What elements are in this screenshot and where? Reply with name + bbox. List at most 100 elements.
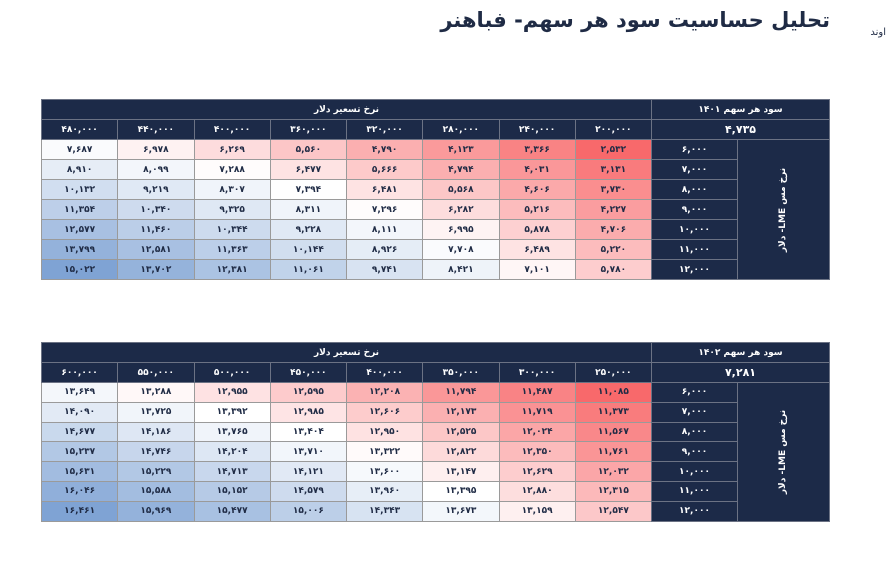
eps-cell: ۱۳,۴۰۴ <box>269 421 348 443</box>
eps-cell: ۴,۲۲۷ <box>574 199 653 220</box>
row-header: ۹,۰۰۰ <box>651 199 738 220</box>
eps-cell: ۸,۱۱۱ <box>345 219 424 240</box>
table-row: نرخ مس LME- دلار ۶,۰۰۰ ۲,۵۳۲ ۳,۳۶۶ ۴,۱۲۳ ۴,۷۹… <box>40 139 830 280</box>
column-group-label: نرخ تسعیر دلار <box>41 342 652 363</box>
column-group-label: نرخ تسعیر دلار <box>41 99 652 120</box>
eps-cell: ۱۳,۹۶۰ <box>345 480 424 502</box>
column-header: ۴۰۰,۰۰۰ <box>345 362 424 383</box>
eps-cell: ۱۱,۷۹۴ <box>422 382 500 403</box>
eps-cell: ۱۲,۳۵۰ <box>498 441 576 463</box>
eps-cell: ۵,۶۶۶ <box>345 159 424 180</box>
row-header: ۱۰,۰۰۰ <box>651 461 738 482</box>
eps-cell: ۴,۰۳۱ <box>498 159 576 180</box>
eps-cell: ۱۳,۳۲۲ <box>345 441 424 463</box>
eps-cell: ۱۲,۵۹۵ <box>269 382 348 403</box>
eps-cell: ۱۶,۴۶۱ <box>40 500 119 522</box>
column-header: ۵۰۰,۰۰۰ <box>193 362 271 383</box>
eps-cell: ۱۲,۸۲۲ <box>422 441 500 463</box>
eps-cell: ۱۲,۰۲۴ <box>498 421 576 443</box>
eps-cell: ۱۳,۷۹۹ <box>40 239 119 260</box>
column-header: ۲۵۰,۰۰۰ <box>574 362 653 383</box>
eps-cell: ۴,۷۹۰ <box>345 139 424 160</box>
eps-cell: ۱۵,۰۰۶ <box>269 500 348 522</box>
column-header: ۵۵۰,۰۰۰ <box>117 362 195 383</box>
column-header: ۴۰۰,۰۰۰ <box>193 119 271 140</box>
column-header: ۳۰۰,۰۰۰ <box>498 362 576 383</box>
eps-cell: ۱۳,۳۹۲ <box>193 401 271 423</box>
eps-cell: ۱۲,۰۳۲ <box>574 461 653 482</box>
table-row: نرخ مس LME- دلار ۶,۰۰۰ ۱۱,۰۸۵ ۱۱,۴۸۷ ۱۱,۷۹۴ ۱… <box>40 382 830 522</box>
eps-cell: ۱۱,۴۶۰ <box>117 219 195 240</box>
eps-cell: ۳,۷۳۰ <box>574 179 653 200</box>
eps-cell: ۲,۵۳۲ <box>574 139 653 160</box>
eps-cell: ۶,۹۷۸ <box>117 139 195 160</box>
eps-cell: ۷,۲۸۸ <box>193 159 271 180</box>
eps-cell: ۶,۴۸۹ <box>498 239 576 260</box>
table-row: ۸,۰۰۰ ۳,۷۳۰ ۴,۶۰۶ ۵,۵۶۸ ۶,۴۸۱ ۷,۳۹۴ ۸,۳۰۷ ۹,۲۱۹… <box>40 179 830 200</box>
eps-cell: ۱۱,۰۸۵ <box>574 382 653 403</box>
eps-cell: ۱۴,۷۱۳ <box>193 461 271 482</box>
eps-cell: ۱۱,۷۶۱ <box>574 441 653 463</box>
column-header: ۴۴۰,۰۰۰ <box>117 119 195 140</box>
row-header: ۶,۰۰۰ <box>651 139 738 160</box>
eps-cell: ۱۲,۳۱۵ <box>574 480 653 502</box>
column-header: ۲۰۰,۰۰۰ <box>574 119 653 140</box>
eps-cell: ۶,۲۸۲ <box>422 199 500 220</box>
eps-cell: ۷,۶۸۷ <box>40 139 119 160</box>
eps-cell: ۱۲,۳۸۱ <box>193 259 271 280</box>
eps-cell: ۱۳,۱۵۹ <box>498 500 576 522</box>
eps-cell: ۷,۲۹۶ <box>345 199 424 220</box>
eps-cell: ۱۳,۱۴۷ <box>422 461 500 482</box>
eps-cell: ۱۱,۳۶۳ <box>193 239 271 260</box>
row-header: ۱۰,۰۰۰ <box>651 219 738 240</box>
eps-cell: ۸,۹۲۶ <box>345 239 424 260</box>
eps-cell: ۱۴,۲۰۴ <box>193 441 271 463</box>
table-row: ۱۰,۰۰۰ ۴,۷۰۶ ۵,۸۷۸ ۶,۹۹۵ ۸,۱۱۱ ۹,۲۲۸ ۱۰,۳۴۴ ۱۱,… <box>40 219 830 240</box>
eps-cell: ۱۵,۶۳۱ <box>40 461 119 482</box>
eps-cell: ۷,۳۹۴ <box>269 179 348 200</box>
column-header: ۴۸۰,۰۰۰ <box>40 119 119 140</box>
column-header: ۳۵۰,۰۰۰ <box>422 362 500 383</box>
eps-cell: ۳,۳۶۶ <box>498 139 576 160</box>
eps-cell: ۱۵,۲۳۷ <box>40 441 119 463</box>
eps-cell: ۱۵,۴۷۷ <box>193 500 271 522</box>
eps-cell: ۱۳,۷۶۵ <box>193 421 271 443</box>
eps-cell: ۴,۱۲۳ <box>422 139 500 160</box>
column-header: ۴۵۰,۰۰۰ <box>269 362 348 383</box>
eps-cell: ۵,۸۷۸ <box>498 219 576 240</box>
table-row: ۱۲,۰۰۰ ۵,۷۸۰ ۷,۱۰۱ ۸,۴۲۱ ۹,۷۴۱ ۱۱,۰۶۱ ۱۲,۳۸۱ ۱۳… <box>40 259 830 280</box>
row-header: ۱۲,۰۰۰ <box>651 259 738 280</box>
eps-cell: ۸,۹۱۰ <box>40 159 119 180</box>
eps-cell: ۵,۲۱۶ <box>498 199 576 220</box>
row-group-label: نرخ مس LME- دلار <box>737 139 830 280</box>
table-row: ۸,۰۰۰ ۱۱,۵۶۷ ۱۲,۰۲۴ ۱۲,۵۲۵ ۱۲,۹۵۰ ۱۳,۴۰۴ ۱۳,۷۶… <box>40 421 830 443</box>
row-header: ۹,۰۰۰ <box>651 441 738 463</box>
eps-cell: ۹,۳۲۵ <box>193 199 271 220</box>
column-header: ۶۰۰,۰۰۰ <box>40 362 119 383</box>
eps-cell: ۱۲,۶۰۶ <box>345 401 424 423</box>
eps-cell: ۱۶,۰۴۶ <box>40 480 119 502</box>
column-header: ۲۴۰,۰۰۰ <box>498 119 576 140</box>
eps-cell: ۱۰,۳۴۴ <box>193 219 271 240</box>
eps-cell: ۱۴,۷۴۶ <box>117 441 195 463</box>
eps-cell: ۱۵,۰۲۲ <box>40 259 119 280</box>
eps-cell: ۱۲,۱۷۳ <box>422 401 500 423</box>
eps-cell: ۱۲,۹۵۵ <box>193 382 271 403</box>
eps-cell: ۱۱,۵۶۷ <box>574 421 653 443</box>
eps-cell: ۱۳,۶۴۹ <box>40 382 119 403</box>
row-header: ۷,۰۰۰ <box>651 159 738 180</box>
table-row: ۱۲,۰۰۰ ۱۲,۵۴۷ ۱۳,۱۵۹ ۱۳,۶۷۳ ۱۴,۳۴۳ ۱۵,۰۰۶ ۱۵,۴… <box>40 500 830 522</box>
eps-cell: ۱۱,۳۵۴ <box>40 199 119 220</box>
eps-cell: ۱۳,۷۲۵ <box>117 401 195 423</box>
eps-cell: ۱۴,۱۲۱ <box>269 461 348 482</box>
row-header: ۷,۰۰۰ <box>651 401 738 423</box>
eps-cell: ۳,۱۳۱ <box>574 159 653 180</box>
eps-cell: ۱۲,۵۲۵ <box>422 421 500 443</box>
table-row: ۹,۰۰۰ ۱۱,۷۶۱ ۱۲,۳۵۰ ۱۲,۸۲۲ ۱۳,۳۲۲ ۱۳,۷۱۰ ۱۴,۲۰… <box>40 441 830 463</box>
eps-cell: ۱۳,۳۹۵ <box>422 480 500 502</box>
eps-cell: ۱۰,۱۳۲ <box>40 179 119 200</box>
eps-cell: ۱۵,۹۶۹ <box>117 500 195 522</box>
eps-value: ۴,۷۳۵ <box>651 119 830 140</box>
row-header: ۱۱,۰۰۰ <box>651 239 738 260</box>
eps-sensitivity-table-1401: سود هر سهم ۱۴۰۱ نرخ تسعیر دلار ۴,۷۳۵ ۲۰۰,۰۰… <box>40 99 830 280</box>
